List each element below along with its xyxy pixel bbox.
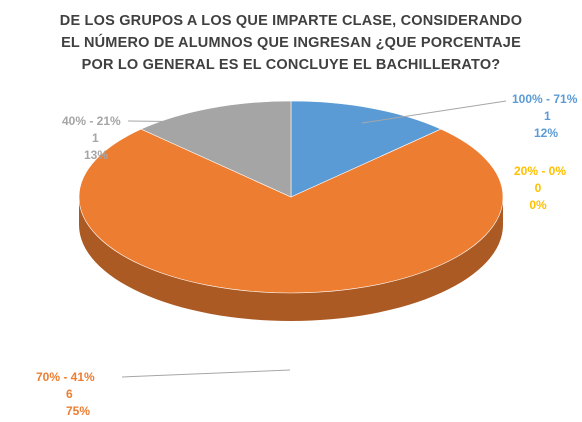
leader-lines <box>121 100 507 378</box>
chart-title-line-1: DE LOS GRUPOS A LOS QUE IMPARTE CLASE, C… <box>59 13 523 29</box>
data-label-category: 70% - 41% <box>36 370 95 384</box>
data-label-count: 1 <box>92 131 99 145</box>
data-label-count: 0 <box>534 181 542 195</box>
pie-slice-3 <box>140 100 292 198</box>
chart-title-line-2: EL NÚMERO DE ALUMNOS QUE INGRESAN ¿QUE P… <box>61 35 521 51</box>
data-label-percent: 12% <box>534 126 559 140</box>
pie-side-2-0 <box>79 197 503 321</box>
leader-line-2 <box>127 120 216 123</box>
data-label-percent: 13% <box>84 148 109 162</box>
data-label-20-0: 20% - 0% 0 0% <box>514 163 567 214</box>
data-label-100-71: 100% - 71% 1 12% <box>512 91 577 142</box>
data-label-40-21: 40% - 21% 1 13% <box>62 113 121 164</box>
chart-title-line-3: POR LO GENERAL ES EL CONCLUYE EL BACHILL… <box>81 57 501 73</box>
data-label-count: 6 <box>66 387 73 401</box>
pie-slice-0 <box>290 100 442 198</box>
pie-side-layer <box>79 197 503 321</box>
data-label-percent: 0% <box>529 198 547 212</box>
data-label-category: 20% - 0% <box>514 164 567 178</box>
leader-line-1 <box>121 369 291 378</box>
data-label-category: 100% - 71% <box>512 92 578 106</box>
data-label-count: 1 <box>544 109 551 123</box>
pie-slice-2 <box>78 128 504 294</box>
pie-top-layer <box>78 100 504 294</box>
data-label-percent: 75% <box>66 404 91 418</box>
chart-title: DE LOS GRUPOS A LOS QUE IMPARTE CLASE, C… <box>0 10 582 76</box>
data-label-category: 40% - 21% <box>62 114 121 128</box>
data-label-70-41: 70% - 41% 6 75% <box>36 369 95 420</box>
leader-line-0 <box>361 100 507 124</box>
